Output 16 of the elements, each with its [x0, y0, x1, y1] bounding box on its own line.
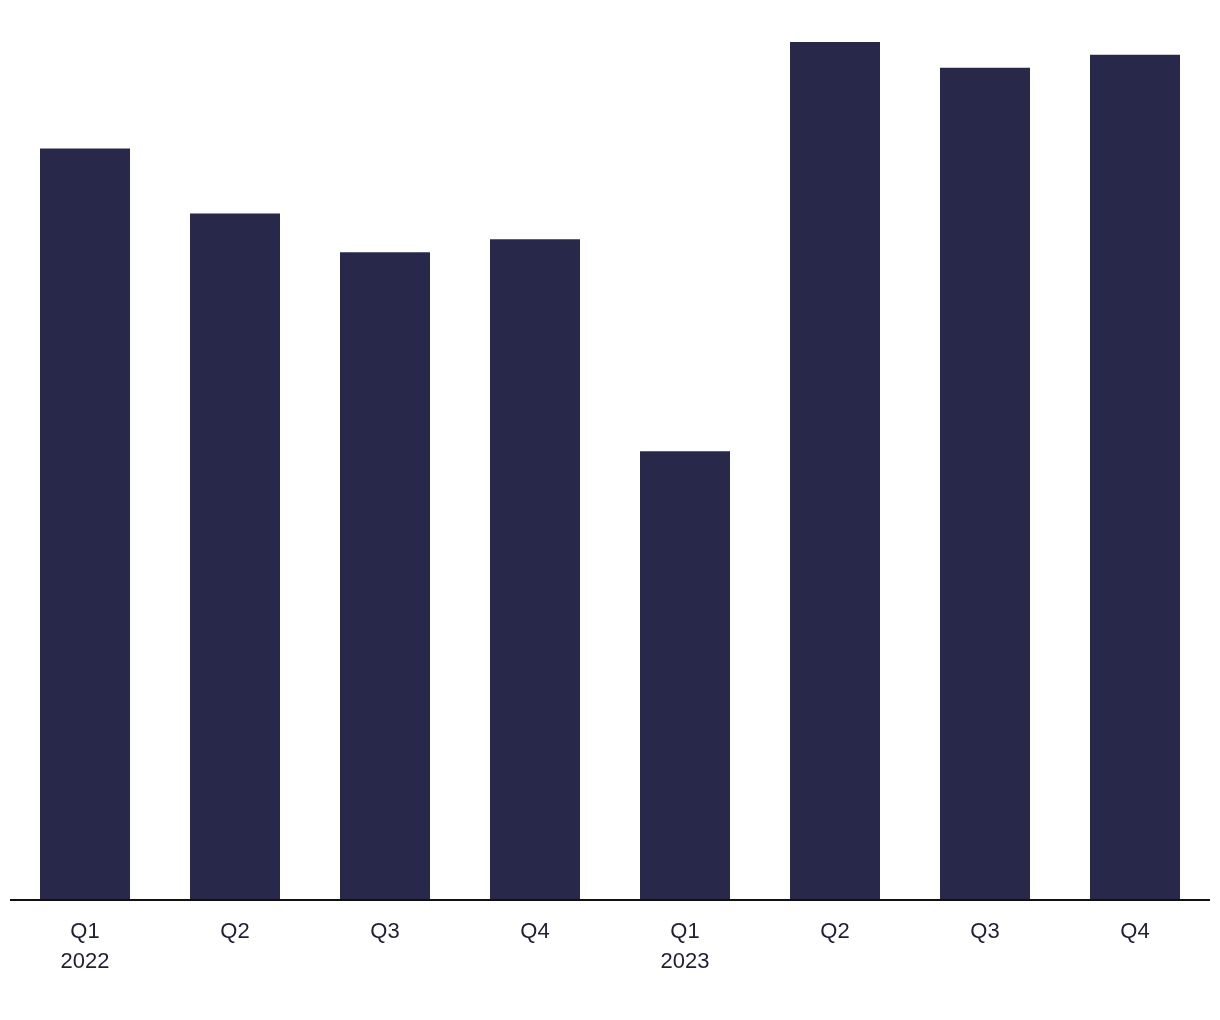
x-tick-label: Q1 2023 — [660, 918, 710, 973]
x-tick-label: Q3 — [970, 918, 1000, 943]
x-tick-label: Q2 — [820, 918, 850, 943]
x-tick-label: Q1 2022 — [60, 918, 110, 973]
bar — [340, 252, 430, 900]
bar — [40, 148, 130, 900]
x-tick-label: Q4 — [520, 918, 550, 943]
x-tick-label: Q2 — [220, 918, 250, 943]
bar — [940, 67, 1030, 900]
bar — [1090, 54, 1180, 900]
bar — [190, 213, 280, 900]
x-tick-label: Q4 — [1120, 918, 1150, 943]
bar — [490, 239, 580, 900]
bar — [790, 42, 880, 900]
bar — [640, 451, 730, 900]
x-tick-label: Q3 — [370, 918, 400, 943]
